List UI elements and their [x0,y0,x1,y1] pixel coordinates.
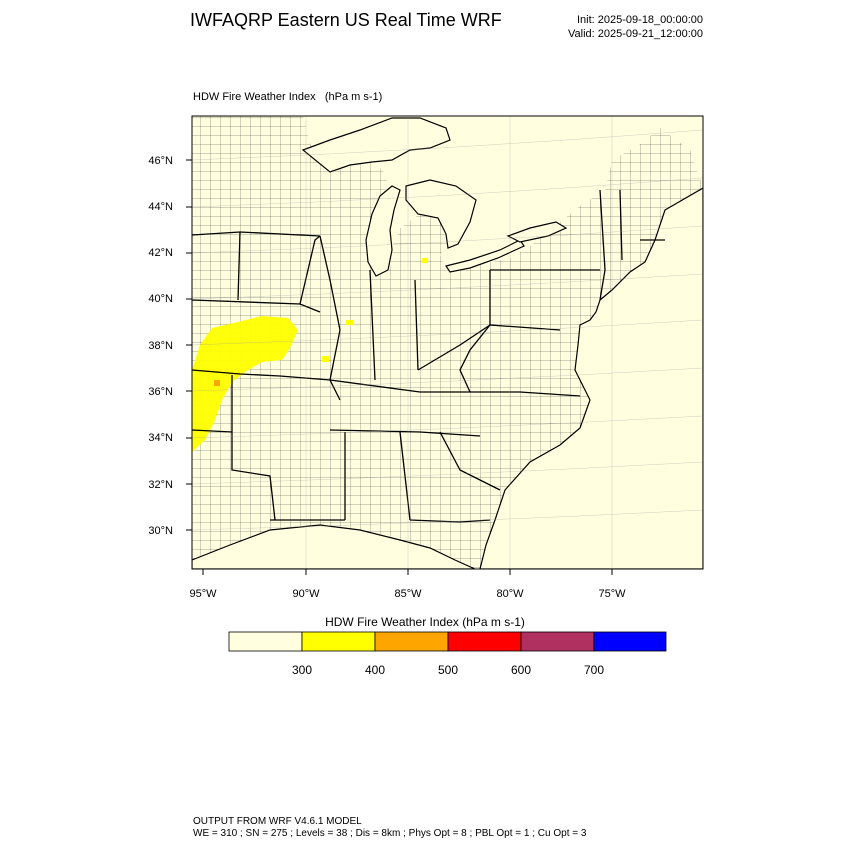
map-frame [191,115,704,570]
colorbar-swatch-1 [301,631,376,652]
lon-label-95: 95°W [189,588,217,600]
land-county-mesh [192,116,703,569]
plot-title: IWFAQRP Eastern US Real Time WRF [190,10,502,30]
lake-huron [405,179,477,249]
state-boundaries [192,189,665,523]
lon-label-85: 85°W [394,588,422,600]
gulf-of-mexico [192,524,476,569]
lat-label-30: 30°N [148,525,173,537]
lat-label-46: 46°N [148,155,173,167]
colorbar-tick-500: 500 [438,663,458,677]
fire-index-300-400-spot-ky [322,356,329,362]
atlantic-ocean [479,187,703,569]
lake-erie [445,239,525,273]
footer-config: WE = 310 ; SN = 275 ; Levels = 38 ; Dis … [193,828,587,839]
lake-superior [301,117,451,173]
valid-time: Valid: 2025-09-21_12:00:00 [568,28,703,40]
colorbar-swatch-0 [228,631,303,652]
lon-axis: 95°W 90°W 85°W 80°W 75°W [189,569,626,600]
colorbar-swatch-4 [520,631,595,652]
fire-index-300-400-spot-mi [422,258,428,263]
colorbar: 300 400 500 600 700 [228,631,667,677]
fire-index-300-400 [192,316,298,452]
colorbar-tick-400: 400 [365,663,385,677]
lat-label-36: 36°N [148,386,173,398]
lon-label-80: 80°W [496,588,524,600]
map-subtitle: HDW Fire Weather Index (hPa m s-1) [193,91,383,103]
colorbar-tick-600: 600 [511,663,531,677]
init-time: Init: 2025-09-18_00:00:00 [577,14,703,26]
lat-label-40: 40°N [148,293,173,305]
lat-label-44: 44°N [148,201,173,213]
lat-label-34: 34°N [148,432,173,444]
colorbar-tick-300: 300 [292,663,312,677]
lon-label-90: 90°W [292,588,320,600]
lat-label-38: 38°N [148,340,173,352]
fire-index-400-500-spot [214,380,220,386]
colorbar-swatch-2 [374,631,449,652]
lat-label-42: 42°N [148,247,173,259]
lake-ontario [506,221,568,243]
lat-label-32: 32°N [148,479,173,491]
colorbar-swatch-5 [593,631,667,652]
colorbar-swatch-3 [447,631,522,652]
fire-index-300-400-spot-il [346,320,354,325]
lat-axis: 46°N 44°N 42°N 40°N 38°N 36°N 34°N 32°N … [148,155,192,537]
footer-model: OUTPUT FROM WRF V4.6.1 MODEL [193,816,362,827]
lake-michigan [365,185,401,277]
lon-label-75: 75°W [598,588,626,600]
colorbar-tick-700: 700 [584,663,604,677]
colorbar-title: HDW Fire Weather Index (hPa m s-1) [325,615,525,629]
graticule [192,116,703,569]
